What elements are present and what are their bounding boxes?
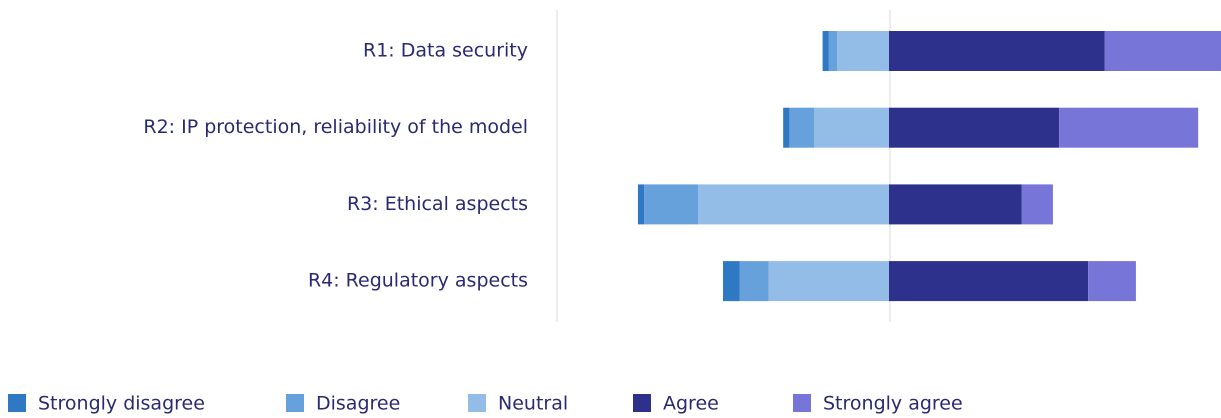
bar-segment: [822, 31, 829, 71]
bar-segment: [814, 107, 889, 148]
bar-segment: [889, 184, 1022, 225]
legend-label: Neutral: [498, 393, 568, 415]
legend-swatch: [468, 394, 486, 412]
category-label: R2: IP protection, reliability of the mo…: [143, 116, 528, 138]
bar-segment: [698, 184, 889, 225]
bar-segment: [768, 261, 889, 302]
bar-segment: [837, 31, 889, 71]
bar-segment: [637, 184, 645, 225]
legend-label: Agree: [663, 393, 719, 415]
bar-segment: [1088, 261, 1136, 302]
legend-swatch: [8, 394, 26, 412]
bar-segment: [1104, 31, 1221, 71]
bar-segment: [739, 261, 769, 302]
legend-label: Disagree: [316, 393, 400, 415]
legend-swatch: [793, 394, 811, 412]
bar-segment: [644, 184, 699, 225]
bar-segment: [828, 31, 838, 71]
bar-segment: [889, 107, 1060, 148]
legend-swatch: [286, 394, 304, 412]
legend-swatch: [633, 394, 651, 412]
bar-segment: [789, 107, 815, 148]
bar-segment: [723, 261, 740, 302]
bar-segment: [783, 107, 790, 148]
bar-segment: [1059, 107, 1199, 148]
bar-segment: [889, 261, 1089, 302]
bar-segment: [1021, 184, 1053, 225]
legend-label: Strongly disagree: [38, 393, 205, 415]
category-label: R3: Ethical aspects: [347, 193, 528, 215]
category-label: R1: Data security: [363, 40, 528, 62]
bar-segment: [889, 31, 1105, 71]
legend-label: Strongly agree: [823, 393, 963, 415]
category-label: R4: Regulatory aspects: [308, 270, 528, 292]
